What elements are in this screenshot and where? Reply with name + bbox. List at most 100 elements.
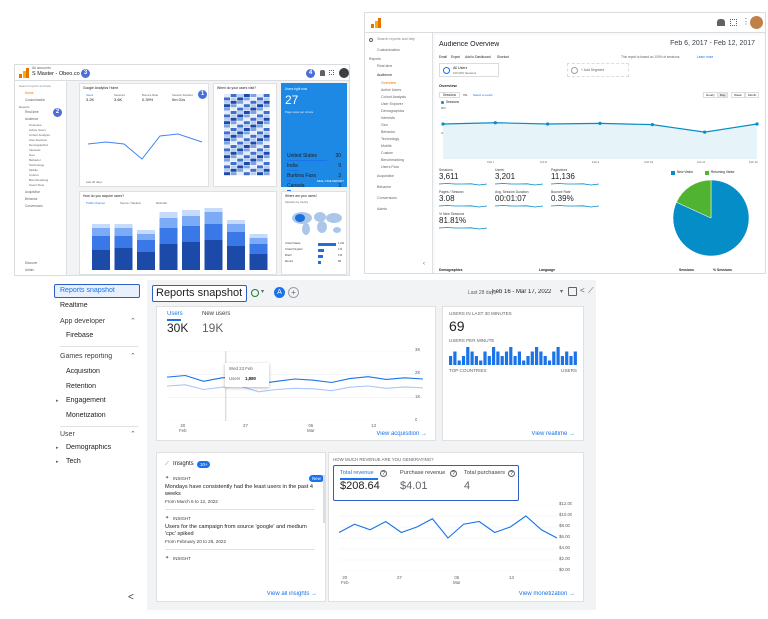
account-selector[interactable]: S Master - Obeo.co (32, 71, 80, 77)
export-button[interactable]: Export (451, 55, 461, 59)
metric-tab-total-purchasers[interactable]: Total purchasers (464, 470, 506, 476)
bell-icon[interactable] (320, 70, 325, 76)
sidebar-item-technology[interactable]: Technology (381, 137, 400, 141)
granularity-month[interactable]: Month (745, 92, 760, 98)
sidebar-item-interests[interactable]: Interests (381, 116, 395, 120)
avatar[interactable] (750, 16, 763, 29)
more-icon[interactable]: ⋮ (742, 17, 750, 26)
sidebar-section-games-reporting[interactable]: Games reporting (60, 353, 113, 360)
sidebar-item-firebase[interactable]: Firebase (66, 332, 94, 339)
date-range-picker[interactable]: Feb 16 - Mar 17, 2022 (492, 289, 552, 295)
sidebar-item-benchmarking[interactable]: Benchmarking (381, 158, 404, 162)
sidebar-item-conversions[interactable]: Conversions (25, 204, 43, 208)
insights-scrollbar[interactable] (323, 475, 325, 523)
metric-select[interactable]: Sessions (439, 92, 460, 98)
learn-more-link[interactable]: Learn more (697, 55, 714, 59)
sidebar-item-overview[interactable]: Overview (381, 81, 396, 85)
avatar[interactable] (339, 68, 349, 78)
sidebar-item-audience[interactable]: Audience (377, 73, 392, 77)
sidebar-item-retention[interactable]: Retention (66, 383, 96, 390)
caret-right-icon[interactable]: ▸ (56, 459, 59, 465)
sidebar-item-mobile[interactable]: Mobile (381, 144, 392, 148)
sidebar-section-app-developer[interactable]: App developer (60, 318, 106, 325)
sidebar-item-tech[interactable]: Tech (66, 458, 81, 465)
metric-tab-duration[interactable]: Session Duration (172, 93, 194, 97)
sidebar-item-overview[interactable]: Overview (29, 123, 42, 127)
sidebar-item-cohort[interactable]: Cohort Analysis (29, 133, 50, 137)
share-icon[interactable]: < (580, 286, 585, 295)
add-comparison-button[interactable]: + (288, 287, 299, 298)
help-icon[interactable]: ? (508, 470, 515, 477)
view-all-insights-link[interactable]: View all insights → (266, 591, 317, 597)
tab-traffic-channel[interactable]: Traffic Channel (86, 201, 105, 205)
help-icon[interactable]: ? (450, 470, 457, 477)
granularity-day[interactable]: Day (717, 92, 729, 98)
sidebar-item-technology[interactable]: Technology (29, 163, 45, 167)
search-input[interactable]: Search reports and help (377, 37, 416, 41)
sidebar-item-demographics[interactable]: Demographics (29, 143, 49, 147)
sidebar-item-acquisition[interactable]: Acquisition (66, 368, 100, 375)
sidebar-item-conversions[interactable]: Conversions (377, 196, 397, 200)
chevron-up-icon[interactable]: ⌃ (130, 353, 136, 360)
sidebar-item-acquisition[interactable]: Acquisition (377, 174, 395, 178)
insights-trend-icon[interactable]: ⟋ (588, 286, 594, 295)
date-range-label[interactable]: Last 30 days (86, 180, 102, 184)
comparison-avatar[interactable]: A (274, 287, 285, 298)
sidebar-item-monetization[interactable]: Monetization (66, 412, 106, 419)
caret-right-icon[interactable]: ▸ (56, 398, 59, 404)
sidebar-item-behavior-sub[interactable]: Behavior (29, 158, 41, 162)
sidebar-item-user-explorer[interactable]: User Explorer (381, 102, 403, 106)
sidebar-item-interests[interactable]: Interests (29, 148, 41, 152)
sidebar-item-admin[interactable]: Admin (377, 207, 388, 211)
tab-referrals[interactable]: Referrals (156, 201, 168, 205)
sidebar-item-mobile[interactable]: Mobile (29, 168, 38, 172)
sidebar-item-behavior[interactable]: Behavior (377, 185, 392, 189)
sidebar-item-realtime[interactable]: Realtime (60, 302, 88, 309)
sidebar-item-demographics[interactable]: Demographics (66, 444, 112, 451)
collapse-sidebar-icon[interactable]: ‹ (423, 261, 425, 267)
sidebar-item-acquisition[interactable]: Acquisition (25, 190, 41, 194)
sidebar-item-custom[interactable]: Custom (381, 151, 394, 155)
search-input[interactable]: Search reports and help (19, 84, 52, 88)
breadcrumb[interactable]: All accounts (32, 66, 51, 70)
sidebar-item-user-explorer[interactable]: User Explorer (29, 138, 48, 142)
sidebar-item-admin[interactable]: Admin (25, 268, 35, 272)
sidebar-item-discover[interactable]: Discover (25, 261, 38, 265)
sidebar-item-users-flow[interactable]: Users Flow (381, 165, 399, 169)
sidebar-item-users-flow[interactable]: Users Flow (29, 183, 45, 187)
chevron-down-icon[interactable]: ▾ (560, 289, 564, 295)
add-segment-button[interactable]: + Add Segment (567, 63, 629, 77)
sidebar-item-realtime[interactable]: Real-time (25, 110, 39, 114)
sidebar-item-audience[interactable]: Audience (25, 117, 39, 121)
view-realtime-link[interactable]: View realtime → (531, 431, 575, 437)
select-metric-link[interactable]: Select a metric (473, 93, 493, 97)
chevron-down-icon[interactable]: ▾ (261, 289, 265, 295)
sidebar-item-behavior[interactable]: Behavior (25, 197, 38, 201)
edit-report-icon[interactable] (568, 287, 577, 296)
sidebar-item-behavior-sub[interactable]: Behavior (381, 130, 396, 134)
sidebar-section-user[interactable]: User (60, 431, 75, 438)
sidebar-item-custom[interactable]: Custom (29, 173, 40, 177)
add-to-dashboard-button[interactable]: Add to Dashboard (465, 55, 491, 59)
realtime-report-link[interactable]: REAL-TIME REPORT (316, 179, 344, 183)
granularity-week[interactable]: Week (731, 92, 745, 98)
apps-icon[interactable] (730, 19, 737, 26)
metric-tab-purchase-revenue[interactable]: Purchase revenue (400, 470, 446, 476)
sidebar-item-customization[interactable]: Customization (25, 98, 46, 102)
sidebar-item-active-users[interactable]: Active Users (29, 128, 46, 132)
metric-tab-total-revenue[interactable]: Total revenue (340, 470, 374, 476)
view-acquisition-link[interactable]: View acquisition → (376, 431, 427, 437)
chevron-up-icon[interactable]: ⌃ (130, 318, 136, 325)
sidebar-item-realtime[interactable]: Real-time (377, 64, 393, 68)
check-circle-icon[interactable] (251, 289, 259, 297)
bell-icon[interactable] (717, 19, 725, 26)
metric-tab-bounce[interactable]: Bounce Rate (142, 93, 159, 97)
view-monetization-link[interactable]: View monetization → (518, 591, 575, 597)
help-icon[interactable]: ? (380, 470, 387, 477)
caret-right-icon[interactable]: ▸ (56, 445, 59, 451)
metric-tab-sessions[interactable]: Sessions (114, 93, 126, 97)
metric-tab-users[interactable]: Users (167, 311, 183, 317)
date-range-picker[interactable]: Feb 6, 2017 - Feb 12, 2017 (670, 40, 755, 47)
shortcut-button[interactable]: Shortcut (497, 55, 509, 59)
sidebar-item-cohort[interactable]: Cohort Analysis (381, 95, 406, 99)
